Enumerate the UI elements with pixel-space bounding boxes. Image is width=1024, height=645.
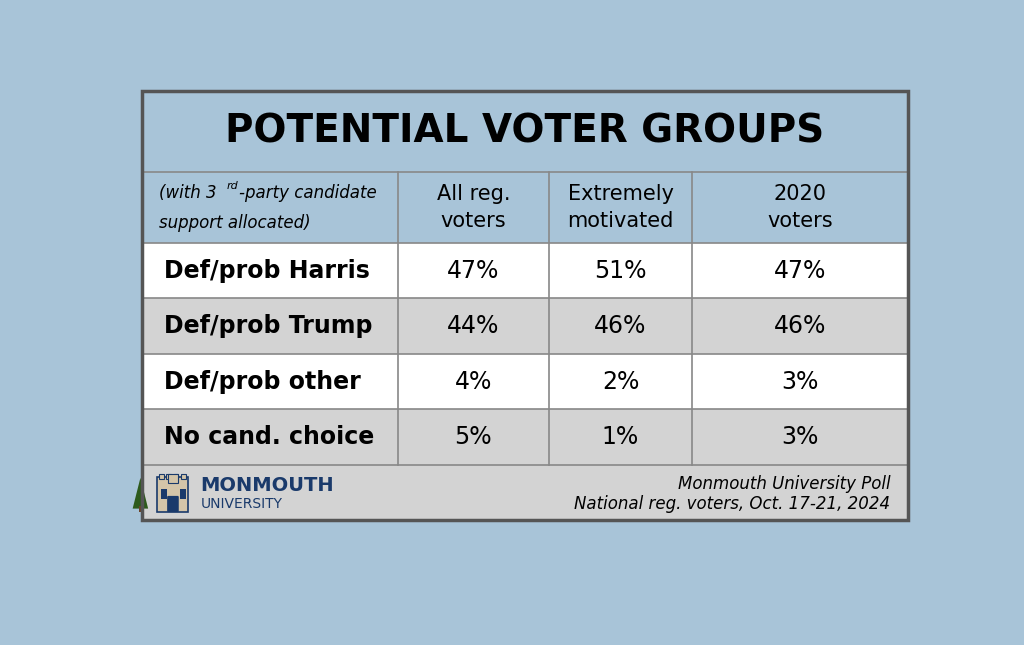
Text: Def/prob Trump: Def/prob Trump <box>164 314 372 338</box>
Text: Monmouth University Poll: Monmouth University Poll <box>678 475 891 493</box>
Text: support allocated): support allocated) <box>159 214 310 232</box>
Bar <box>142 354 907 410</box>
Text: 1%: 1% <box>602 425 639 449</box>
Text: 46%: 46% <box>594 314 647 338</box>
Bar <box>159 474 164 479</box>
Bar <box>181 474 185 479</box>
Bar <box>142 410 907 464</box>
Text: Extremely
motivated: Extremely motivated <box>567 184 674 231</box>
Text: 2020
voters: 2020 voters <box>767 184 833 231</box>
Polygon shape <box>133 478 148 509</box>
Text: 51%: 51% <box>594 259 647 283</box>
Text: All reg.
voters: All reg. voters <box>436 184 510 231</box>
Text: 5%: 5% <box>455 425 493 449</box>
Text: 3%: 3% <box>781 425 818 449</box>
Bar <box>180 490 186 499</box>
Bar <box>166 474 171 479</box>
Bar <box>142 299 907 354</box>
Text: rd: rd <box>226 181 239 192</box>
Bar <box>142 91 907 172</box>
FancyBboxPatch shape <box>167 496 179 512</box>
Text: 46%: 46% <box>774 314 826 338</box>
Text: 44%: 44% <box>447 314 500 338</box>
Bar <box>161 490 167 499</box>
Text: 4%: 4% <box>455 370 492 393</box>
Text: (with 3: (with 3 <box>159 184 217 203</box>
Bar <box>139 506 142 512</box>
Text: No cand. choice: No cand. choice <box>164 425 374 449</box>
Text: 2%: 2% <box>602 370 639 393</box>
Bar <box>158 477 188 512</box>
Text: MONMOUTH: MONMOUTH <box>200 476 334 495</box>
Text: Def/prob Harris: Def/prob Harris <box>164 259 370 283</box>
Bar <box>142 91 907 520</box>
Text: 47%: 47% <box>774 259 826 283</box>
Text: 3%: 3% <box>781 370 818 393</box>
Text: POTENTIAL VOTER GROUPS: POTENTIAL VOTER GROUPS <box>225 113 824 151</box>
Bar <box>168 474 177 483</box>
Text: 47%: 47% <box>447 259 500 283</box>
Text: UNIVERSITY: UNIVERSITY <box>201 497 283 511</box>
Bar <box>174 474 178 479</box>
Bar <box>142 243 907 299</box>
Text: National reg. voters, Oct. 17-21, 2024: National reg. voters, Oct. 17-21, 2024 <box>574 495 891 513</box>
Text: -party candidate: -party candidate <box>239 184 377 203</box>
Bar <box>142 172 907 243</box>
Bar <box>142 464 907 520</box>
Text: Def/prob other: Def/prob other <box>164 370 360 393</box>
